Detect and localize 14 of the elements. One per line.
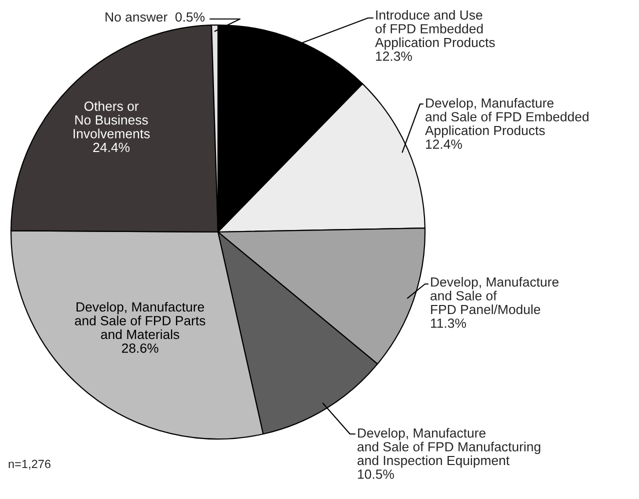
data-label: 28.6%	[122, 343, 158, 353]
slice-label: Develop, Manufacture and Sale of FPD Panel/Module	[430, 277, 558, 314]
data-label: 11.3%	[431, 318, 466, 328]
slice-label: No answer 0.5%	[106, 12, 205, 22]
data-label: 24.4%	[93, 142, 130, 152]
data-label: 12.4%	[426, 140, 462, 149]
text: n=1,276	[8, 460, 50, 470]
slice-label: Develop, Manufacture and Sale of FPD Embedded Application Products	[425, 98, 588, 138]
slice-label: Develop, Manufacture and Sale of FPD Parts and Materials	[74, 302, 206, 340]
slice-label: Introduce and Use of FPD Embedded Application Products	[375, 10, 495, 50]
data-label: 10.5%	[358, 470, 394, 479]
data-label: 12.3%	[376, 52, 412, 61]
slice-label: Develop, Manufacture and Sale of FPD Manufacturing and Inspection Equipment	[358, 428, 540, 468]
slice-label: Others or No Business Involvements	[74, 101, 150, 138]
